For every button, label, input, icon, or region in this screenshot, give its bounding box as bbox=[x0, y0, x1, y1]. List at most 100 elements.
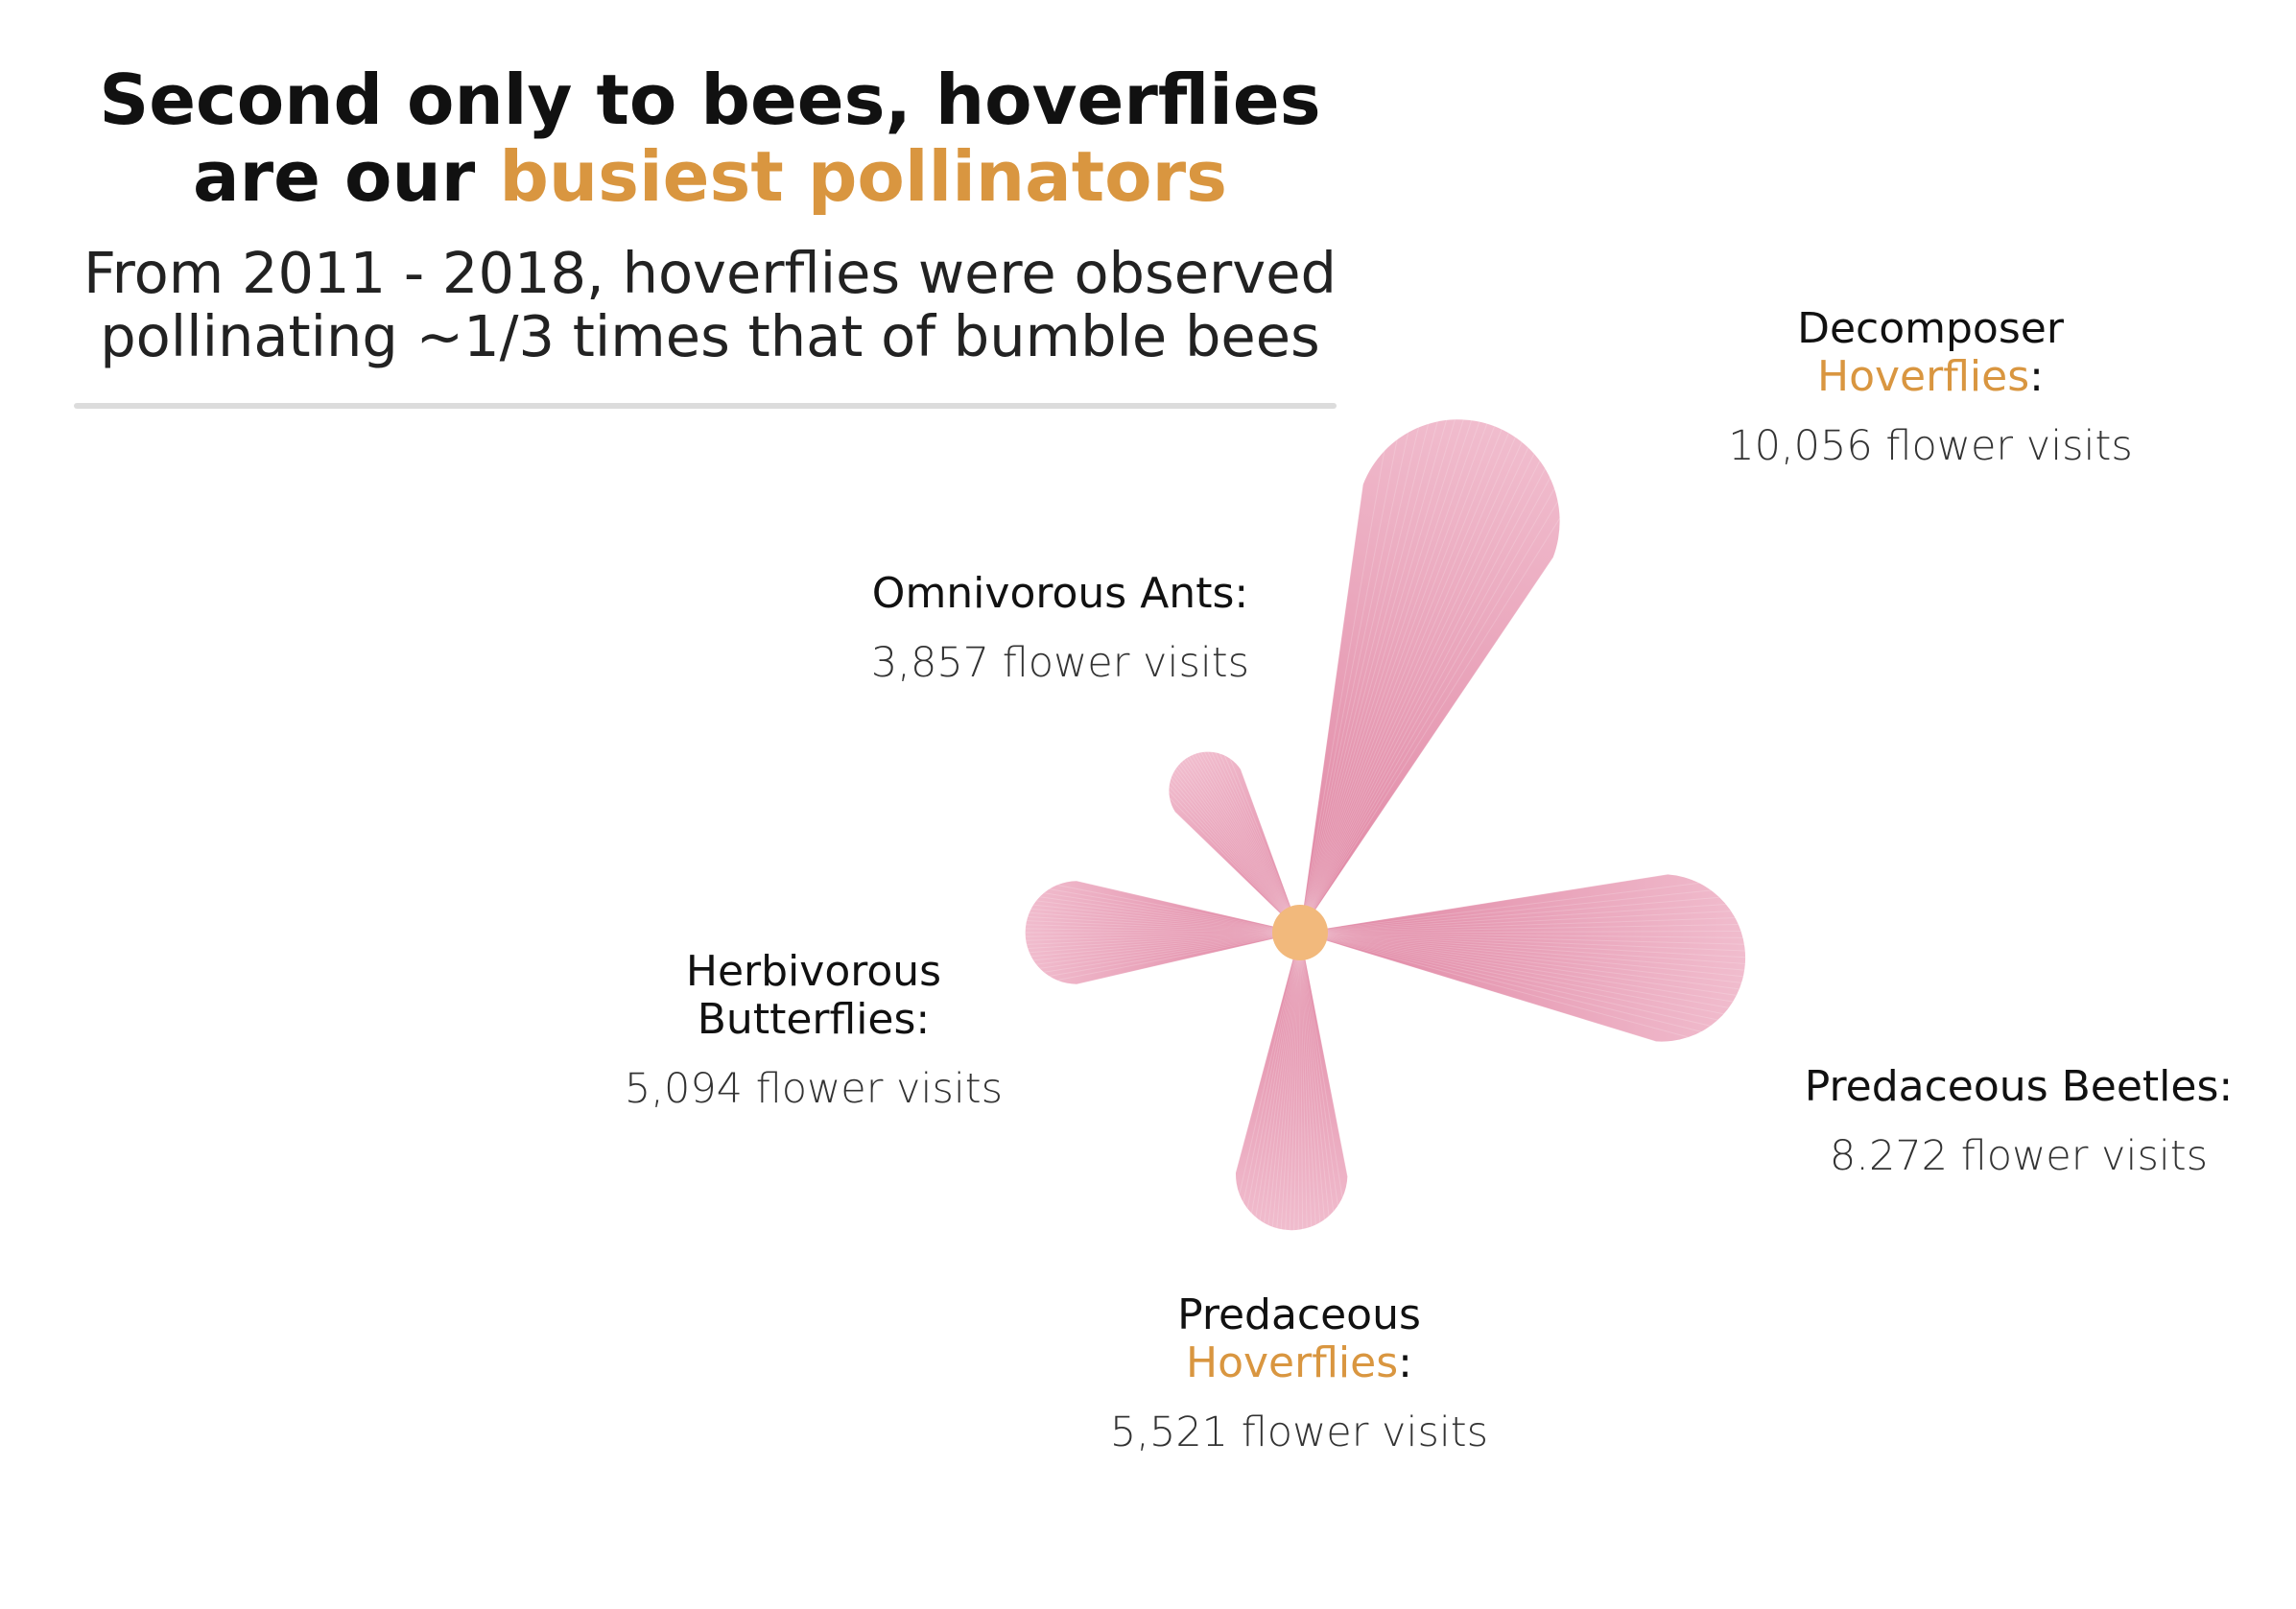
petal-thread bbox=[1299, 932, 1737, 996]
petal-thread bbox=[1299, 932, 1711, 1027]
petal-thread bbox=[1299, 932, 1740, 990]
subtitle-line-2: pollinating ~1/3 times that of bumble be… bbox=[100, 303, 1320, 369]
petal-thread bbox=[1299, 932, 1745, 952]
petal-thread bbox=[1299, 932, 1730, 1008]
label-herbivorous-butterflies: Herbivorous Butterflies: 5,094 flower vi… bbox=[625, 948, 1003, 1114]
flower-center bbox=[1272, 905, 1328, 960]
petal-thread bbox=[1299, 924, 1739, 934]
petal-thread bbox=[1056, 884, 1301, 934]
petal-thread bbox=[1028, 932, 1301, 949]
label-predaceous-beetles: Predaceous Beetles: 8.272 flower visits bbox=[1804, 1062, 2234, 1181]
petal-thread bbox=[1219, 753, 1301, 934]
petal-thread bbox=[1276, 932, 1301, 1229]
petal-thread bbox=[1179, 763, 1301, 934]
petal-thread bbox=[1259, 932, 1301, 1220]
petal-thread bbox=[1299, 433, 1509, 934]
petal-thread bbox=[1025, 932, 1301, 937]
petal-thread bbox=[1299, 873, 1669, 934]
petal-thread bbox=[1299, 932, 1304, 1230]
petal-thread bbox=[1299, 932, 1316, 1225]
petal-texture-4 bbox=[1169, 751, 1301, 934]
title-line-2-accent: busiest pollinators bbox=[499, 136, 1227, 217]
petal-texture-3 bbox=[1025, 880, 1301, 985]
petal-thread bbox=[1299, 437, 1516, 934]
petal-thread bbox=[1299, 447, 1529, 934]
petal-thread bbox=[1229, 758, 1301, 934]
petal-0 bbox=[1300, 419, 1560, 933]
petal-thread bbox=[1299, 477, 1550, 934]
title-line-1: Second only to bees, hoverflies bbox=[99, 59, 1321, 140]
petal-thread bbox=[1029, 932, 1301, 954]
petal-thread bbox=[1299, 501, 1559, 934]
petal-thread bbox=[1039, 896, 1301, 934]
petals bbox=[1025, 419, 1746, 1231]
petal-thread bbox=[1299, 903, 1726, 934]
petal-thread bbox=[1299, 450, 1385, 934]
petal-thread bbox=[1035, 900, 1301, 934]
petal-thread bbox=[1246, 932, 1301, 1209]
petal-thread bbox=[1299, 517, 1561, 934]
petal-thread bbox=[1299, 932, 1702, 1032]
petal-thread bbox=[1186, 757, 1301, 934]
petal-thread bbox=[1056, 932, 1301, 982]
label-omnivorous-ants: Omnivorous Ants: 3,857 flower visits bbox=[871, 570, 1249, 688]
series-value: 5,521 flower visits bbox=[1109, 1408, 1489, 1456]
petal-thread bbox=[1192, 754, 1301, 934]
petal-thread bbox=[1299, 896, 1720, 934]
petal-1 bbox=[1300, 874, 1746, 1042]
petal-thread bbox=[1299, 932, 1325, 1220]
petal-thread bbox=[1299, 423, 1430, 934]
petal-thread bbox=[1299, 419, 1456, 934]
petal-thread bbox=[1299, 932, 1321, 1223]
petal-thread bbox=[1299, 932, 1743, 978]
petal-thread bbox=[1299, 932, 1656, 1042]
petal-texture-1 bbox=[1299, 873, 1746, 1042]
petal-thread bbox=[1299, 441, 1523, 934]
petal-thread bbox=[1197, 752, 1301, 934]
petal-thread bbox=[1299, 421, 1438, 934]
petal-thread bbox=[1203, 751, 1301, 934]
petal-thread bbox=[1028, 916, 1301, 934]
petal-thread bbox=[1299, 487, 1555, 934]
petal-thread bbox=[1299, 932, 1338, 1206]
petal-thread bbox=[1299, 932, 1343, 1198]
petal-thread bbox=[1299, 882, 1699, 934]
petal-thread bbox=[1035, 932, 1301, 965]
petal-thread bbox=[1299, 556, 1553, 934]
petal-thread bbox=[1299, 932, 1348, 1177]
petal-thread bbox=[1181, 761, 1301, 934]
petal-thread bbox=[1299, 419, 1448, 934]
petal-thread bbox=[1172, 774, 1301, 934]
petal-thread bbox=[1299, 931, 1741, 934]
petal-thread bbox=[1049, 932, 1301, 977]
petal-thread bbox=[1299, 421, 1480, 934]
petal-texture-2 bbox=[1235, 932, 1348, 1231]
series-name: Decomposer Hoverflies: bbox=[1797, 304, 2064, 401]
header-divider bbox=[74, 403, 1337, 409]
petal-thread bbox=[1027, 920, 1301, 934]
petal-thread bbox=[1169, 791, 1301, 934]
petal-thread bbox=[1026, 924, 1301, 934]
petal-4 bbox=[1169, 751, 1300, 933]
petal-thread bbox=[1285, 932, 1301, 1230]
petal-thread bbox=[1299, 427, 1419, 934]
petal-thread bbox=[1169, 797, 1301, 934]
petal-thread bbox=[1043, 932, 1301, 973]
petal-thread bbox=[1029, 911, 1301, 934]
petal-thread bbox=[1239, 932, 1301, 1195]
petal-thread bbox=[1299, 932, 1724, 1015]
label-predaceous-hoverflies: Predaceous Hoverflies: 5,521 flower visi… bbox=[1109, 1291, 1489, 1457]
petal-thread bbox=[1299, 932, 1745, 971]
petal-thread bbox=[1299, 932, 1734, 1003]
petal-thread bbox=[1297, 932, 1301, 1230]
petal-thread bbox=[1299, 485, 1364, 934]
series-name: Predaceous Beetles: bbox=[1804, 1062, 2234, 1111]
petal-thread bbox=[1280, 932, 1301, 1230]
petal-thread bbox=[1299, 419, 1464, 934]
petal-thread bbox=[1264, 932, 1301, 1223]
petal-thread bbox=[1211, 751, 1301, 934]
petal-thread bbox=[1299, 932, 1746, 958]
petal-thread bbox=[1299, 932, 1313, 1227]
petal-thread bbox=[1250, 932, 1301, 1214]
